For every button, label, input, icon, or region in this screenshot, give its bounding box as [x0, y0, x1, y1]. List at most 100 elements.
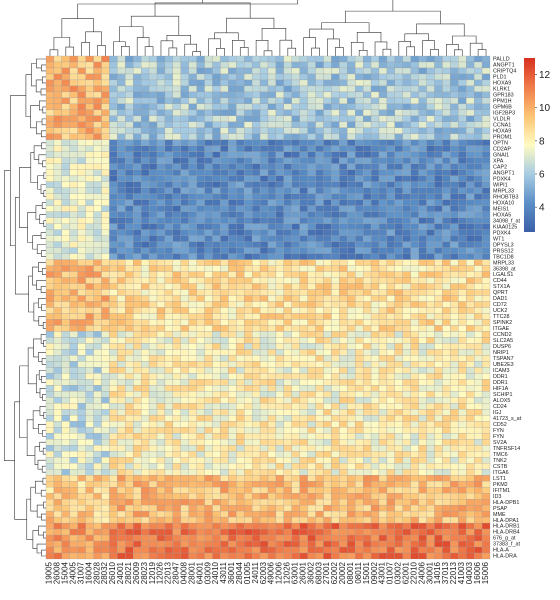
heatmap-cell [133, 313, 142, 320]
heatmap-cell [442, 55, 451, 63]
heatmap-cell [283, 427, 292, 434]
heatmap-cell [378, 427, 388, 434]
heatmap-cell [458, 510, 467, 518]
heatmap-cell [236, 223, 245, 230]
heatmap-cell [133, 211, 142, 218]
column-label: 62001 [401, 561, 410, 584]
heatmap-cell [77, 145, 86, 152]
heatmap-cell [363, 313, 372, 320]
heatmap-cell [101, 79, 110, 87]
row-label: HOXA9 [493, 129, 511, 135]
heatmap-cell [299, 109, 308, 117]
row-label: TSPAN7 [493, 356, 514, 362]
dendrogram-branch [39, 388, 46, 398]
heatmap-cell [252, 397, 261, 404]
heatmap-cell [347, 295, 356, 302]
heatmap-cell [252, 109, 261, 117]
heatmap-cell [141, 343, 150, 350]
heatmap-cell [188, 55, 197, 63]
heatmap-cell [180, 475, 189, 482]
heatmap-cell [481, 403, 491, 410]
heatmap-cell [442, 181, 451, 188]
heatmap-cell [426, 433, 435, 440]
heatmap-cell [69, 271, 78, 278]
heatmap-cell [212, 289, 221, 296]
heatmap-cell [426, 55, 435, 63]
heatmap-cell [481, 127, 491, 134]
heatmap-cell [307, 199, 316, 206]
heatmap-cell [188, 469, 197, 476]
heatmap-cell [188, 295, 197, 302]
heatmap-cell [101, 247, 110, 254]
heatmap-cell [442, 79, 451, 87]
heatmap-cell [347, 361, 356, 368]
heatmap-cell [252, 301, 261, 308]
column-label: 62002 [330, 561, 339, 584]
heatmap-cell [315, 97, 324, 105]
heatmap-cell [355, 421, 364, 428]
heatmap-cell [474, 187, 483, 194]
heatmap-cell [481, 205, 491, 212]
heatmap-cell [133, 79, 142, 87]
heatmap-cell [418, 139, 427, 146]
heatmap-cell [117, 181, 126, 188]
heatmap-cell [85, 552, 94, 560]
heatmap-cell [156, 534, 166, 542]
heatmap-cell [117, 73, 126, 81]
dendrogram-branch [422, 40, 435, 56]
heatmap-cell [252, 247, 261, 254]
row-label: NRIP1 [493, 350, 509, 356]
heatmap-cell [410, 61, 419, 69]
heatmap-cell [236, 61, 245, 69]
heatmap-cell [69, 67, 78, 75]
heatmap-cell [133, 385, 142, 392]
heatmap-cell [228, 475, 237, 482]
heatmap-cell [267, 451, 277, 458]
row-label: PKM2 [493, 482, 508, 488]
heatmap-cell [244, 451, 253, 458]
heatmap-cell [481, 289, 491, 296]
heatmap-cell [93, 247, 102, 254]
heatmap-cell [442, 439, 451, 446]
heatmap-cell [458, 121, 467, 128]
heatmap-cell [450, 409, 459, 416]
column-label: 24005 [68, 561, 77, 584]
heatmap-cell [442, 331, 451, 338]
heatmap-cell [481, 217, 491, 224]
heatmap-cell [402, 415, 411, 422]
heatmap-cell [117, 522, 126, 530]
heatmap-cell [450, 445, 459, 452]
heatmap-cell [53, 463, 62, 470]
heatmap-cell [156, 475, 166, 482]
heatmap-cell [386, 534, 395, 542]
heatmap-cell [196, 169, 205, 176]
row-label: DAD1 [493, 296, 507, 302]
heatmap-cell [370, 516, 380, 524]
heatmap-cell [77, 307, 86, 314]
heatmap-cell [244, 397, 253, 404]
heatmap-cell [355, 516, 364, 524]
heatmap-cell [267, 241, 277, 248]
heatmap-cell [283, 193, 292, 200]
heatmap-cell [85, 540, 94, 548]
heatmap-cell [267, 522, 277, 530]
heatmap-cell [156, 463, 166, 470]
heatmap-cell [236, 433, 245, 440]
heatmap-cell [236, 301, 245, 308]
heatmap-cell [355, 175, 364, 182]
heatmap-cell [339, 73, 348, 81]
heatmap-cell [125, 433, 134, 440]
heatmap-cell [212, 67, 221, 75]
heatmap-cell [370, 61, 380, 69]
heatmap-cell [315, 211, 324, 218]
heatmap-cell [180, 133, 189, 140]
heatmap-cell [458, 211, 467, 218]
heatmap-cell [156, 469, 166, 476]
heatmap-cell [141, 504, 150, 512]
heatmap-cell [196, 379, 205, 386]
heatmap-cell [267, 85, 277, 93]
heatmap-cell [267, 79, 277, 87]
heatmap-cell [252, 145, 261, 152]
heatmap-cell [164, 433, 173, 440]
heatmap-cell [347, 73, 356, 81]
